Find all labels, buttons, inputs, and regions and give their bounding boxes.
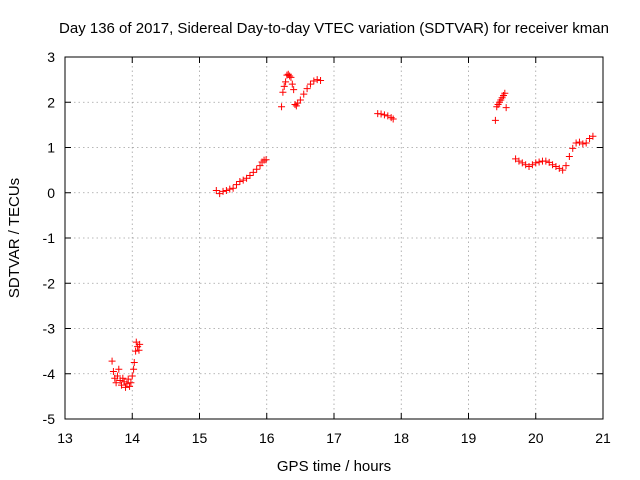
data-point-plus <box>130 358 138 366</box>
data-point-plus <box>582 139 590 147</box>
data-point-plus <box>575 138 583 146</box>
y-tick-label: -3 <box>43 321 56 337</box>
data-point-plus <box>555 164 563 172</box>
data-point-plus <box>313 76 321 84</box>
data-point-plus <box>253 165 261 173</box>
data-point-plus <box>282 78 290 86</box>
data-point-plus <box>239 176 247 184</box>
data-point-plus <box>279 88 287 96</box>
data-point-plus <box>389 115 397 123</box>
x-axis-ticks: 13 14 15 16 17 18 19 20 21 <box>57 57 611 446</box>
data-point-plus <box>562 162 570 170</box>
data-point-plus <box>130 365 138 373</box>
x-tick-label: 18 <box>393 430 409 446</box>
data-point-plus <box>565 153 573 161</box>
y-axis-label: SDTVAR / TECUs <box>6 178 23 298</box>
data-point-plus <box>515 157 523 165</box>
data-point-plus <box>212 186 220 194</box>
data-point-plus <box>549 161 557 169</box>
data-point-plus <box>306 80 314 88</box>
y-tick-label: 2 <box>47 94 55 110</box>
data-point-plus <box>522 161 530 169</box>
data-point-plus <box>119 374 127 382</box>
data-point-plus <box>229 184 237 192</box>
data-point-plus <box>532 159 540 167</box>
grid-lines <box>65 57 603 419</box>
data-point-plus <box>300 90 308 98</box>
data-point-plus <box>135 346 143 354</box>
data-point-plus <box>589 132 597 140</box>
data-point-plus <box>286 72 294 80</box>
data-point-plus <box>127 379 135 387</box>
data-point-plus <box>377 110 385 118</box>
data-point-plus <box>559 166 567 174</box>
data-point-plus <box>124 375 132 383</box>
data-point-plus <box>569 144 577 152</box>
data-point-plus <box>502 104 510 112</box>
x-tick-label: 17 <box>326 430 342 446</box>
data-point-plus <box>380 111 388 119</box>
data-point-plus <box>491 116 499 124</box>
data-point-plus <box>501 89 509 97</box>
y-axis-ticks: -5 -4 -3 -2 -1 0 1 2 3 <box>43 49 603 427</box>
x-tick-label: 15 <box>192 430 208 446</box>
data-point-plus <box>109 367 117 375</box>
data-point-plus <box>115 365 123 373</box>
data-point-plus <box>128 372 136 380</box>
data-point-plus <box>219 187 227 195</box>
data-point-plus <box>122 383 130 391</box>
data-point-plus <box>226 185 234 193</box>
y-tick-label: -4 <box>43 366 56 382</box>
data-point-plus <box>262 156 270 164</box>
data-point-plus <box>222 186 230 194</box>
data-point-plus <box>232 181 240 189</box>
data-point-plus <box>126 382 134 390</box>
x-tick-label: 13 <box>57 430 73 446</box>
data-point-plus <box>288 80 296 88</box>
data-point-plus <box>112 379 120 387</box>
data-point-plus <box>136 340 144 348</box>
data-point-plus <box>525 163 533 171</box>
data-point-plus <box>296 96 304 104</box>
x-tick-label: 21 <box>595 430 611 446</box>
data-point-plus <box>572 139 580 147</box>
y-tick-label: 1 <box>47 140 55 156</box>
data-point-plus <box>518 159 526 167</box>
data-point-plus <box>579 140 587 148</box>
data-point-plus <box>280 82 288 90</box>
data-point-plus <box>287 73 295 81</box>
data-point-plus <box>535 158 543 166</box>
x-tick-label: 16 <box>259 430 275 446</box>
data-point-plus <box>246 172 254 180</box>
data-point-plus <box>552 163 560 171</box>
y-tick-label: -5 <box>43 411 56 427</box>
y-tick-label: 3 <box>47 49 55 65</box>
data-points <box>108 70 597 391</box>
x-axis-label: GPS time / hours <box>277 458 391 475</box>
data-point-plus <box>528 161 536 169</box>
chart-title: Day 136 of 2017, Sidereal Day-to-day VTE… <box>59 20 609 37</box>
data-point-plus <box>113 372 121 380</box>
data-point-plus <box>108 357 116 365</box>
data-point-plus <box>317 77 325 85</box>
data-point-plus <box>290 86 298 94</box>
data-point-plus <box>249 168 257 176</box>
y-tick-label: -1 <box>43 230 56 246</box>
x-tick-label: 19 <box>461 430 477 446</box>
data-point-plus <box>132 347 140 355</box>
data-point-plus <box>278 103 286 111</box>
data-point-plus <box>303 85 311 93</box>
data-point-plus <box>256 162 264 170</box>
data-point-plus <box>542 157 550 165</box>
y-tick-label: -2 <box>43 275 56 291</box>
y-tick-label: 0 <box>47 185 55 201</box>
data-point-plus <box>384 112 392 120</box>
data-point-plus <box>236 177 244 185</box>
data-point-plus <box>310 77 318 85</box>
x-tick-label: 14 <box>124 430 140 446</box>
x-tick-label: 20 <box>528 430 544 446</box>
